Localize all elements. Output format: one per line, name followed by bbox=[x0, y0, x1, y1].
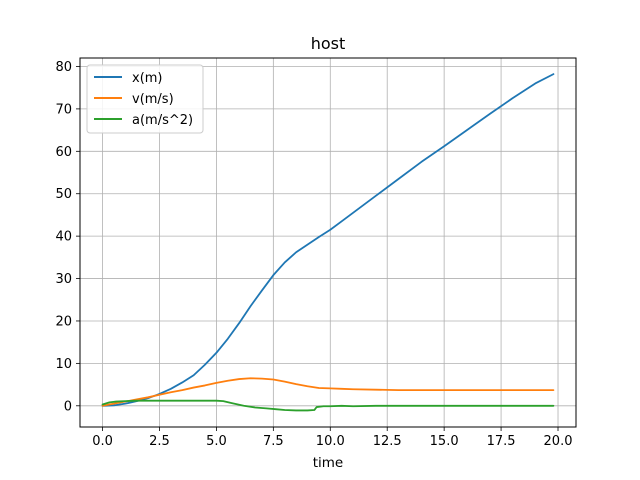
y-tick-label: 80 bbox=[55, 60, 72, 75]
y-tick-label: 50 bbox=[55, 187, 72, 202]
series-line-x bbox=[101, 73, 555, 407]
y-tick-label: 70 bbox=[55, 102, 72, 117]
x-tick-label: 2.5 bbox=[149, 434, 170, 449]
axis-ticks: 0.0 2.5 5.0 7.5 10.0 12.5 15.0 17.5 20.0 0 10 20 30 4… bbox=[55, 60, 572, 449]
x-tick-label: 15.0 bbox=[430, 434, 459, 449]
x-tick-label: 7.5 bbox=[263, 434, 284, 449]
series-line-v bbox=[101, 377, 555, 407]
y-tick-label: 20 bbox=[55, 314, 72, 329]
plot-frame bbox=[79, 57, 577, 428]
y-tick-label: 40 bbox=[55, 230, 72, 245]
legend-label-x: x(m) bbox=[132, 71, 163, 86]
series-lines bbox=[101, 73, 555, 412]
y-tick-label: 10 bbox=[55, 357, 72, 372]
y-tick-label: 0 bbox=[64, 399, 72, 414]
x-tick-label: 20.0 bbox=[544, 434, 573, 449]
legend-label-v: v(m/s) bbox=[132, 92, 174, 107]
legend-label-a: a(m/s^2) bbox=[132, 113, 193, 128]
x-tick-label: 17.5 bbox=[487, 434, 516, 449]
x-tick-label: 0.0 bbox=[92, 434, 113, 449]
chart-title: host bbox=[311, 34, 346, 53]
legend-box bbox=[86, 64, 204, 134]
x-tick-label: 5.0 bbox=[206, 434, 227, 449]
series-line-a bbox=[101, 399, 555, 412]
x-tick-label: 10.0 bbox=[316, 434, 345, 449]
x-axis-title: time bbox=[313, 455, 344, 471]
legend: x(m) v(m/s) a(m/s^2) bbox=[86, 64, 204, 134]
x-tick-label: 12.5 bbox=[373, 434, 402, 449]
y-tick-label: 30 bbox=[55, 272, 72, 287]
y-tick-label: 60 bbox=[55, 145, 72, 160]
